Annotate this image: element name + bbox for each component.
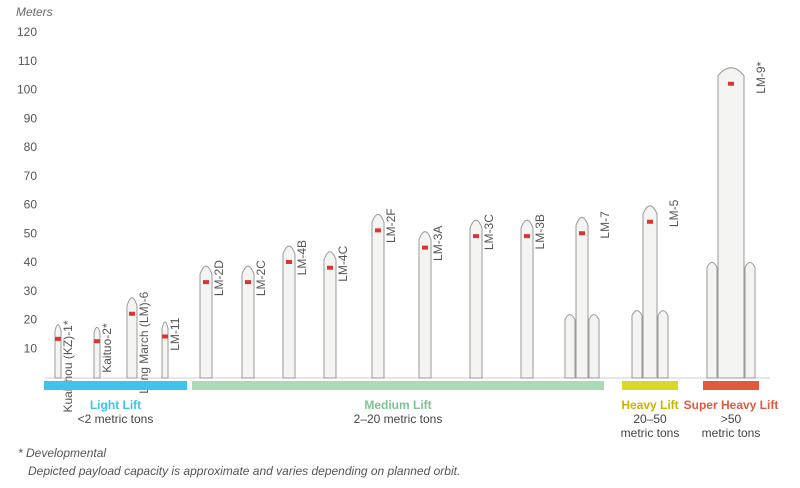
rocket-label: LM-7 (598, 211, 612, 239)
group-name: Super Heavy Lift (684, 398, 779, 412)
rocket (93, 326, 101, 379)
flag (245, 280, 251, 285)
rocket (126, 297, 138, 379)
rocket (418, 231, 432, 379)
rocket (371, 213, 385, 379)
rocket-label: LM-5 (667, 199, 681, 227)
group-bar (44, 381, 187, 390)
rocket (520, 219, 534, 379)
y-tick-label: 40 (24, 255, 38, 269)
rocket-label: LM-2F (384, 208, 398, 243)
flag (579, 231, 585, 236)
y-tick-label: 120 (17, 25, 37, 39)
rocket (642, 205, 658, 379)
y-tick-label: 90 (24, 111, 38, 125)
group-detail: metric tons (621, 426, 680, 440)
rocket (199, 265, 213, 379)
rocket-label: LM-11 (168, 317, 182, 350)
group-name: Heavy Lift (621, 398, 678, 412)
flag (55, 336, 61, 341)
rocket (575, 216, 589, 379)
flag (375, 228, 381, 233)
rocket-label: LM-3B (533, 214, 547, 249)
y-tick-label: 80 (24, 140, 38, 154)
y-tick-label: 110 (18, 54, 37, 68)
booster (744, 261, 756, 379)
rocket-label: Kuaizhou (KZ)-1* (61, 320, 75, 412)
y-tick-label: 50 (24, 226, 38, 240)
booster (631, 310, 643, 379)
rocket-label: LM-9* (754, 61, 768, 93)
flag (129, 311, 135, 316)
group-detail: metric tons (702, 426, 761, 440)
group-name: Light Lift (90, 398, 141, 412)
rocket-label: LM-3A (431, 226, 445, 261)
flag (422, 245, 428, 250)
flag (327, 265, 333, 270)
booster (564, 314, 576, 379)
rocket-label: LM-2C (254, 260, 268, 296)
flag (647, 219, 653, 224)
flag (524, 234, 530, 239)
y-tick-label: 20 (24, 313, 38, 327)
rocket (717, 67, 745, 379)
group-detail: <2 metric tons (78, 412, 154, 426)
y-axis-label: Meters (16, 5, 53, 19)
rocket (282, 245, 296, 379)
y-tick-label: 70 (24, 169, 38, 183)
flag (473, 234, 479, 239)
rocket (161, 321, 169, 379)
flag (728, 81, 734, 86)
footnote: * Developmental (18, 446, 106, 460)
group-detail: >50 (721, 412, 742, 426)
flag (162, 334, 168, 339)
footnote: Depicted payload capacity is approximate… (28, 464, 460, 478)
rocket (54, 324, 62, 379)
group-name: Medium Lift (364, 398, 431, 412)
group-bar (703, 381, 759, 390)
rocket-label: LM-4B (295, 240, 309, 275)
rocket (241, 265, 255, 379)
flag (94, 339, 100, 344)
rocket (323, 251, 337, 379)
flag (203, 280, 209, 285)
group-detail: 2–20 metric tons (354, 412, 443, 426)
rocket (469, 219, 483, 379)
booster (706, 261, 718, 379)
rocket-label: LM-4C (336, 245, 350, 281)
group-bar (622, 381, 678, 390)
y-tick-label: 60 (24, 198, 38, 212)
flag (286, 260, 292, 264)
y-tick-label: 30 (24, 284, 38, 298)
rocket-label: Kaituo-2* (100, 323, 114, 373)
booster (657, 310, 669, 379)
y-tick-label: 100 (17, 83, 37, 97)
y-tick-label: 10 (24, 341, 38, 355)
group-bar (192, 381, 604, 390)
rocket-label: LM-3C (482, 214, 496, 250)
booster (588, 314, 600, 379)
rocket-label: LM-2D (212, 260, 226, 296)
rocket-label: Long March (LM)-6 (137, 291, 151, 393)
group-detail: 20–50 (633, 412, 667, 426)
